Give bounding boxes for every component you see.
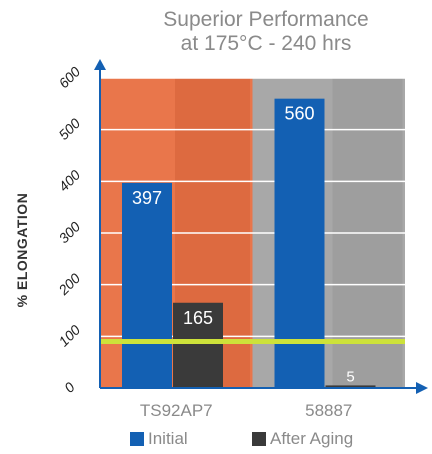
y-tick-label-0: 0 — [61, 379, 78, 396]
legend-swatch-after-aging — [252, 432, 266, 446]
y-tick-label-200: 200 — [55, 270, 84, 299]
x-tick-label-58887: 58887 — [305, 401, 352, 420]
x-axis-arrow — [416, 382, 428, 394]
y-tick-label-300: 300 — [55, 218, 83, 246]
bar-58887-after-aging — [325, 385, 376, 388]
legend-item-after-aging: After Aging — [252, 429, 353, 449]
legend-item-initial: Initial — [130, 429, 188, 449]
data-label-ts92ap7-initial: 397 — [132, 188, 162, 208]
y-axis-label: % ELONGATION — [14, 192, 30, 308]
data-label-ts92ap7-after-aging: 165 — [183, 308, 213, 328]
x-tick-label-ts92ap7: TS92AP7 — [140, 401, 213, 420]
bar-ts92ap7-initial — [122, 182, 172, 388]
bar-ts92ap7-after-aging — [173, 302, 223, 388]
y-tick-label-400: 400 — [55, 167, 83, 195]
y-tick-label-500: 500 — [55, 115, 83, 143]
data-label-58887-initial: 560 — [284, 104, 314, 124]
y-axis-arrow — [94, 59, 106, 70]
chart-title: Superior Performance — [163, 8, 369, 31]
bar-58887-initial — [274, 98, 325, 389]
legend-label-after-aging: After Aging — [270, 429, 354, 448]
y-tick-label-600: 600 — [55, 63, 83, 91]
chart-subtitle: at 175°C - 240 hrs — [180, 32, 352, 55]
legend-label-initial: Initial — [148, 429, 188, 448]
data-label-58887-after-aging: 5 — [346, 368, 354, 385]
legend-swatch-initial — [130, 432, 144, 446]
y-tick-label-100: 100 — [55, 322, 83, 350]
